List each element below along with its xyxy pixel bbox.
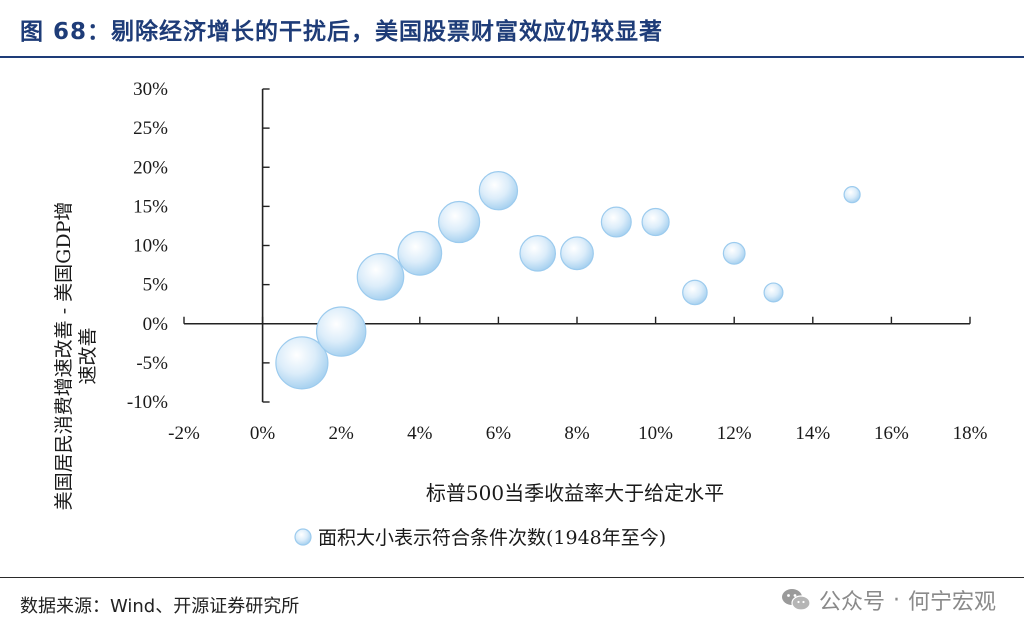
data-bubble [478, 171, 519, 211]
x-tick-label: 10% [638, 423, 673, 444]
data-bubble [356, 253, 405, 301]
data-bubble [438, 200, 481, 244]
x-tick-label: -2% [168, 423, 200, 444]
x-tick-label: 8% [564, 423, 590, 444]
watermark-name: 何宁宏观 [907, 590, 996, 615]
wechat-icon [781, 589, 811, 611]
y-tick-label: -5% [136, 353, 168, 374]
y-tick-label: 10% [133, 236, 168, 257]
x-tick-label: 4% [407, 423, 433, 444]
data-bubble [843, 186, 861, 204]
y-tick-label: 15% [133, 196, 168, 217]
watermark-separator: · [892, 587, 900, 613]
data-bubble [722, 241, 746, 265]
legend-marker [294, 528, 312, 546]
watermark: 公众号 · 何宁宏观 [781, 584, 996, 616]
y-axis-title-line: 美国居民消费增速改善 - 美国GDP增 [53, 202, 75, 511]
y-tick-label: 5% [143, 275, 169, 296]
y-tick-label: 20% [133, 157, 168, 178]
y-tick-label: 30% [133, 79, 168, 100]
data-bubble [560, 236, 594, 271]
data-bubble [682, 279, 708, 306]
data-bubble [763, 282, 784, 303]
x-tick-label: 16% [874, 423, 909, 444]
watermark-account: 公众号 [818, 590, 885, 615]
data-bubble [316, 306, 367, 357]
y-axis-title: 美国居民消费增速改善 - 美国GDP增 速改善 [53, 202, 99, 511]
x-tick-label: 12% [717, 423, 752, 444]
x-tick-label: 2% [329, 423, 355, 444]
data-bubble [600, 206, 632, 238]
y-axis-title-line: 速改善 [77, 327, 99, 384]
x-tick-label: 18% [953, 423, 988, 444]
y-tick-label: 25% [133, 118, 168, 139]
y-tick-label: 0% [143, 314, 169, 335]
data-bubble [397, 230, 443, 276]
x-tick-label: 0% [250, 423, 276, 444]
x-tick-label: 6% [486, 423, 512, 444]
data-bubble [519, 235, 557, 272]
data-bubble [275, 336, 329, 390]
y-tick-label: -10% [127, 392, 168, 413]
source-bar: 数据来源：Wind、开源证券研究所 公众号 · 何宁宏观 [0, 577, 1024, 637]
bubble-chart: 30% 25% 20% 15% 10% 5% 0% -5% -10%-2% 0% 2% 4% 6% 8% 1… [53, 79, 988, 549]
legend-label: 面积大小表示符合条件次数(1948年至今) [318, 527, 666, 549]
data-bubble [641, 207, 670, 237]
figure-title: 图 68：剔除经济增长的干扰后，美国股票财富效应仍较显著 [20, 19, 664, 45]
x-axis-title: 标普500当季收益率大于给定水平 [426, 481, 724, 505]
source-note: 数据来源：Wind、开源证券研究所 [20, 596, 300, 617]
title-bar: 图 68：剔除经济增长的干扰后，美国股票财富效应仍较显著 [0, 0, 1024, 58]
x-tick-label: 14% [795, 423, 830, 444]
